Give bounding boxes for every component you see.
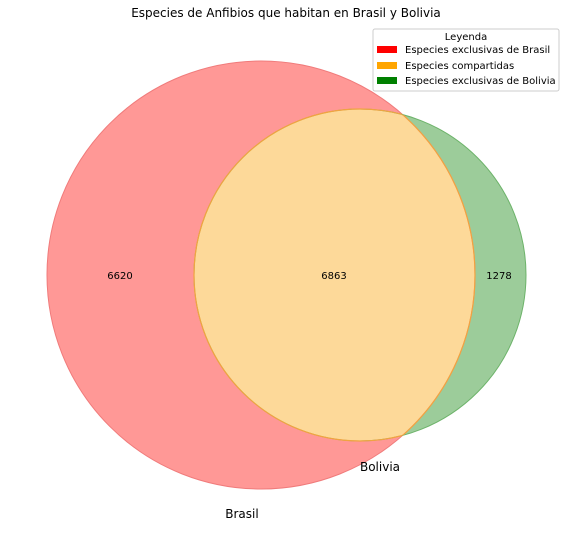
legend-swatch-shared	[377, 62, 397, 69]
legend-label-bolivia: Especies exclusivas de Bolivia	[405, 76, 556, 87]
legend-title: Leyenda	[445, 32, 487, 43]
legend-swatch-bolivia	[377, 77, 397, 84]
legend-label-brasil: Especies exclusivas de Brasil	[405, 45, 550, 56]
brasil-only-count: 6620	[107, 271, 132, 282]
bolivia-only-count: 1278	[486, 271, 511, 282]
legend-label-shared: Especies compartidas	[405, 61, 514, 72]
legend-swatch-brasil	[377, 46, 397, 53]
legend: Leyenda Especies exclusivas de Brasil Es…	[373, 29, 559, 91]
brasil-set-label: Brasil	[225, 507, 258, 521]
bolivia-set-label: Bolivia	[360, 460, 400, 474]
shared-count: 6863	[321, 271, 346, 282]
figure-title: Especies de Anfibios que habitan en Bras…	[131, 6, 441, 20]
